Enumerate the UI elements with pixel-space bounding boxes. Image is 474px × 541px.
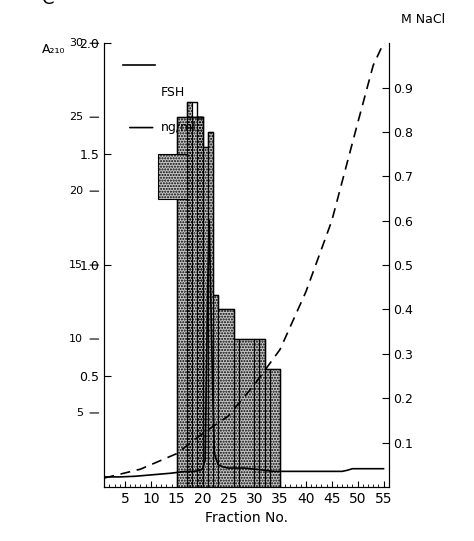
Text: 10: 10: [69, 334, 83, 344]
Text: M NaCl: M NaCl: [401, 12, 445, 25]
Text: 5: 5: [76, 408, 83, 418]
Text: FSH: FSH: [161, 85, 185, 99]
Polygon shape: [197, 117, 202, 487]
Bar: [208, 132, 213, 487]
Bar: [264, 368, 270, 487]
Text: ng/ml: ng/ml: [161, 121, 197, 134]
Polygon shape: [218, 309, 234, 487]
Polygon shape: [234, 339, 239, 487]
Bar: [197, 117, 202, 487]
X-axis label: Fraction No.: Fraction No.: [205, 511, 288, 525]
Text: 30: 30: [69, 38, 83, 48]
Polygon shape: [177, 117, 202, 487]
Bar: [270, 368, 280, 487]
Text: A₂₁₀: A₂₁₀: [42, 43, 65, 56]
Polygon shape: [187, 102, 192, 487]
Bar: [234, 339, 239, 487]
Text: 15: 15: [69, 260, 83, 270]
Bar: [218, 309, 234, 487]
Bar: [202, 147, 208, 487]
Text: C: C: [42, 0, 54, 8]
Bar: [158, 154, 187, 199]
Bar: [254, 339, 259, 487]
Polygon shape: [254, 339, 259, 487]
Polygon shape: [259, 339, 264, 487]
Bar: [177, 117, 202, 487]
Text: 25: 25: [69, 112, 83, 122]
Polygon shape: [202, 147, 208, 487]
Polygon shape: [264, 368, 270, 487]
Bar: [239, 339, 254, 487]
Bar: [259, 339, 264, 487]
Polygon shape: [208, 132, 213, 487]
Bar: [213, 295, 218, 487]
Polygon shape: [239, 339, 254, 487]
Polygon shape: [213, 295, 218, 487]
Bar: [187, 102, 192, 487]
Polygon shape: [270, 368, 280, 487]
Text: 20: 20: [69, 186, 83, 196]
